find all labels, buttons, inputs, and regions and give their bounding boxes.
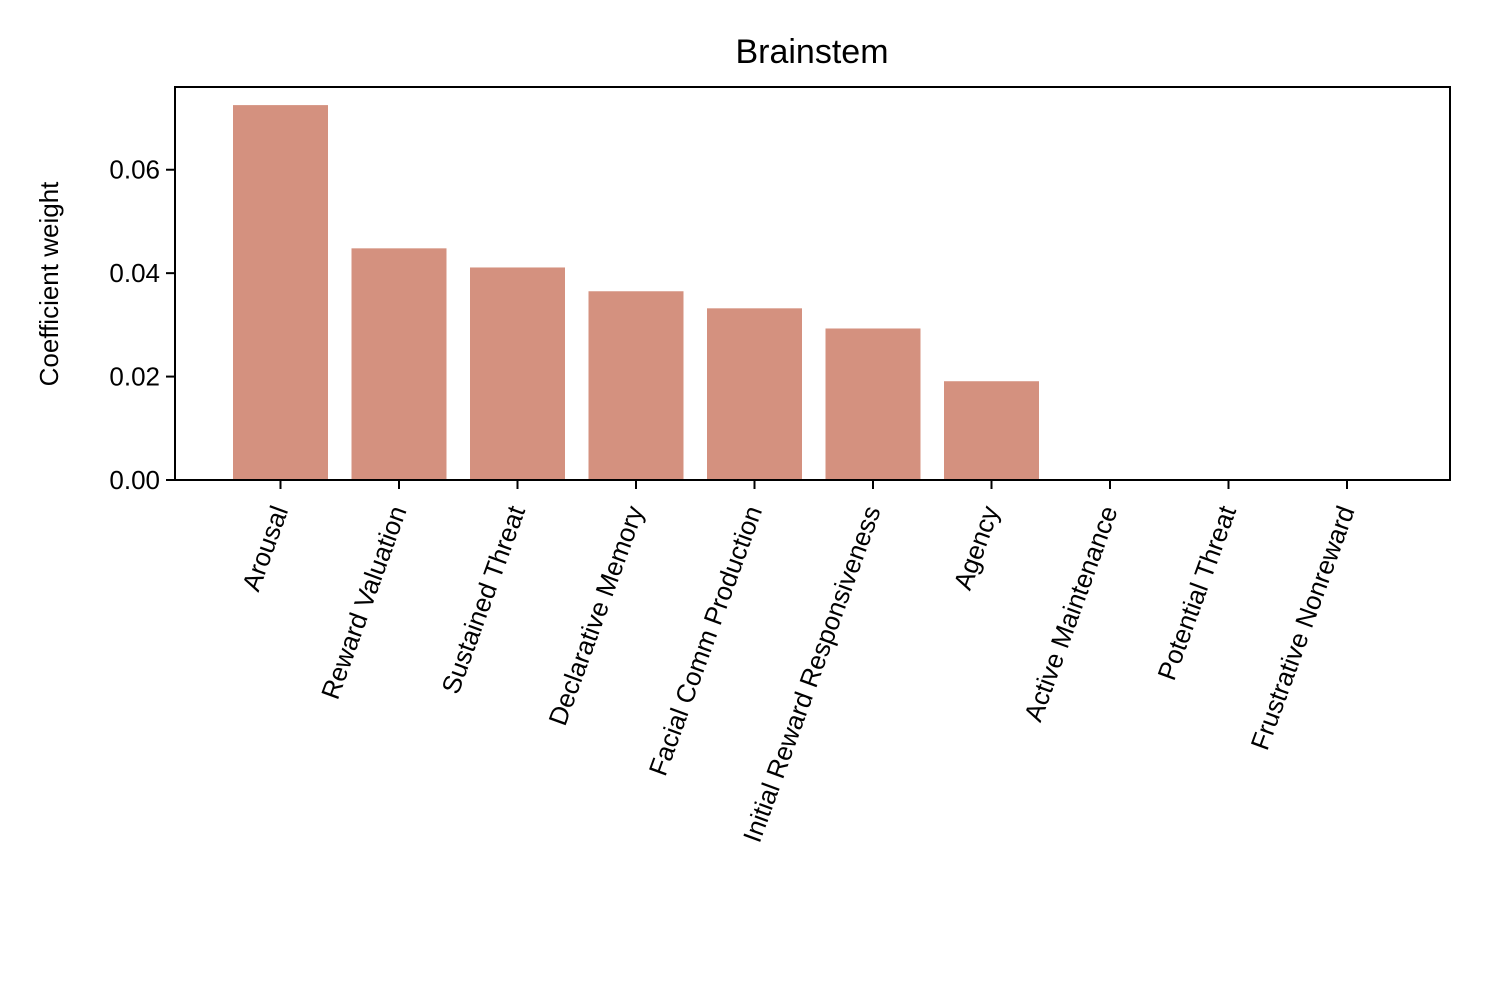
bar	[588, 291, 684, 480]
chart-title: Brainstem	[735, 33, 888, 71]
y-tick-label: 0.00	[109, 465, 160, 495]
plot-frame	[174, 86, 1451, 481]
y-tick-label: 0.06	[109, 155, 160, 185]
bar	[233, 105, 328, 480]
bar	[707, 308, 802, 480]
x-tick-label: Active Maintenance	[1018, 502, 1124, 725]
x-axis-ticks: Arousal Reward Valuation Sustained Threat D…	[236, 480, 1361, 846]
y-axis-ticks: 0.00 0.02 0.04 0.06	[109, 155, 175, 495]
y-tick-label: 0.02	[109, 362, 160, 392]
bar	[944, 381, 1039, 480]
bar	[470, 267, 565, 480]
x-tick-label: Arousal	[236, 502, 294, 595]
x-tick-label: Initial Reward Responsiveness	[737, 502, 887, 846]
y-axis-label: Coefficient weight	[34, 181, 64, 387]
x-tick-label: Potential Threat	[1151, 501, 1242, 684]
x-tick-label: Sustained Threat	[435, 501, 531, 698]
bar	[825, 328, 921, 480]
x-tick-label: Frustrative Nonreward	[1244, 502, 1360, 754]
x-tick-label: Facial Comm Production	[643, 502, 769, 780]
x-tick-label: Agency	[947, 502, 1005, 594]
bar	[351, 248, 447, 480]
x-tick-label: Reward Valuation	[315, 502, 413, 703]
x-tick-label: Declarative Memory	[542, 502, 649, 729]
y-tick-label: 0.04	[109, 258, 160, 288]
bars-group	[233, 105, 1039, 480]
